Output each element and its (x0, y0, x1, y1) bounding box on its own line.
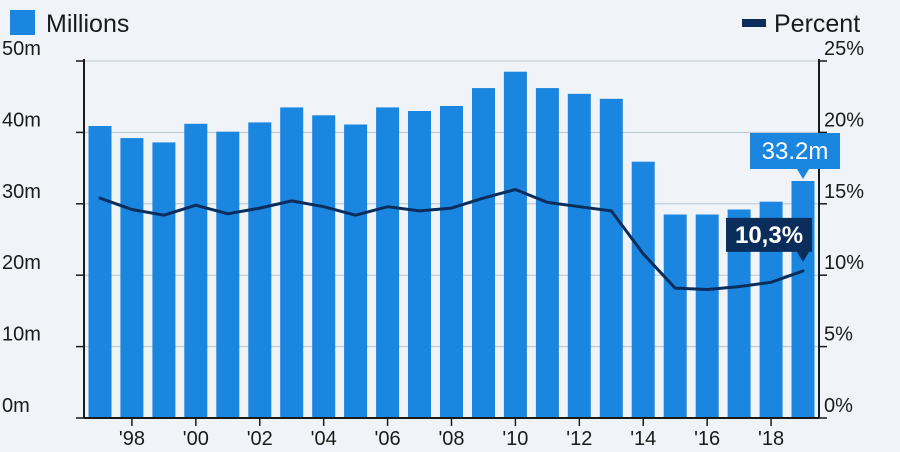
callout-bar-last: 33.2m (750, 132, 841, 179)
x-tick-label: '00 (183, 428, 209, 450)
callout-bar-background (750, 132, 841, 179)
bar (280, 107, 304, 419)
y-left-tick-label: 20m (2, 252, 41, 274)
bar (631, 161, 655, 418)
percent-line (98, 188, 805, 291)
bar (472, 88, 495, 418)
line-series (98, 188, 805, 291)
legend: Millions Percent (10, 10, 860, 38)
bar (791, 181, 815, 418)
x-tick-label: '04 (311, 428, 337, 450)
y-left-tick-label: 40m (2, 109, 41, 131)
bar (88, 126, 112, 418)
bar (727, 209, 751, 418)
y-right-tick-label: 5% (824, 324, 853, 346)
bar (440, 106, 463, 418)
bar (695, 214, 719, 418)
y-left-tick-label: 50m (2, 38, 41, 60)
bar (184, 123, 208, 419)
y-axis-right-ticks: 0% 5% 10% 15% 20% 25% (819, 38, 864, 419)
callout-line-background (726, 217, 813, 262)
bar (120, 138, 144, 418)
bar (312, 115, 336, 419)
x-tick-label: '18 (758, 428, 784, 450)
legend-label-percent: Percent (774, 10, 860, 38)
bar (344, 124, 368, 418)
y-right-tick-label: 25% (824, 38, 864, 60)
x-tick-label: '16 (694, 428, 720, 450)
legend-swatch-percent (742, 19, 766, 27)
y-left-tick-label: 0m (2, 395, 30, 417)
bar-series (88, 71, 815, 419)
bar (567, 93, 591, 419)
x-tick-label: '02 (247, 428, 273, 450)
y-left-tick-label: 30m (2, 181, 41, 203)
legend-swatch-millions (10, 10, 35, 35)
x-tick-label: '08 (438, 428, 464, 450)
bar (503, 71, 527, 418)
y-right-tick-label: 10% (824, 252, 864, 274)
y-axis-left-ticks: 0m 10m 20m 30m 40m 50m (2, 38, 84, 419)
bar (599, 98, 623, 419)
y-right-tick-label: 0% (824, 395, 853, 417)
x-tick-label: '14 (630, 428, 656, 450)
x-tick-label: '12 (566, 428, 592, 450)
bar (663, 214, 687, 418)
x-axis-ticks: '98 '00 '02 '04 '06 '08 '10 '12 '14 '16 '18 (119, 418, 784, 450)
legend-label-millions: Millions (46, 10, 129, 38)
bar (248, 122, 272, 419)
callout-line-label: 10,3% (735, 222, 803, 249)
bar (535, 88, 559, 418)
callout-line-last: 10,3% (726, 217, 813, 262)
y-left-tick-label: 10m (2, 324, 41, 346)
callout-bar-label: 33.2m (762, 138, 829, 165)
y-right-tick-label: 15% (824, 181, 864, 203)
bar (152, 142, 176, 418)
x-tick-label: '06 (375, 428, 401, 450)
x-tick-label: '10 (502, 428, 528, 450)
y-right-tick-label: 20% (824, 109, 864, 131)
bar (216, 131, 240, 418)
bar (408, 111, 431, 418)
bar (376, 107, 400, 419)
x-tick-label: '98 (119, 428, 145, 450)
bar (759, 201, 783, 418)
